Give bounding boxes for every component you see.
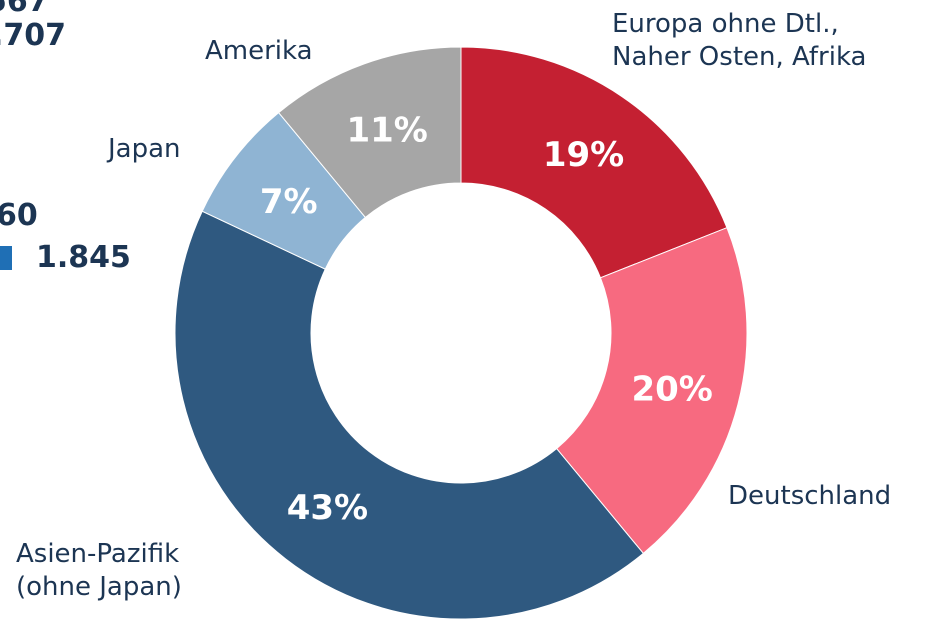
slice-label: 19% [543, 135, 624, 175]
slice-label: 11% [346, 110, 427, 150]
fragment: 60 [0, 198, 38, 233]
category-label: Deutschland [728, 481, 892, 511]
donut-slice [460, 46, 728, 279]
donut-slice [174, 210, 645, 620]
donut-slice [555, 227, 748, 555]
category-label: Europa ohne Dtl., Naher Osten, Afrika [612, 9, 867, 72]
category-label: Amerika [205, 36, 313, 66]
fragment: 1.845 [36, 240, 131, 275]
slice-label: 43% [287, 488, 368, 528]
category-label: Asien-Pazifik (ohne Japan) [16, 539, 182, 602]
category-label: Japan [108, 134, 181, 164]
fragment: .707 [0, 18, 67, 53]
fragment: 567 [0, 0, 49, 19]
legend-swatch [0, 246, 12, 270]
slice-label: 7% [260, 182, 318, 222]
slice-label: 20% [631, 370, 712, 410]
donut-slice [277, 46, 462, 219]
